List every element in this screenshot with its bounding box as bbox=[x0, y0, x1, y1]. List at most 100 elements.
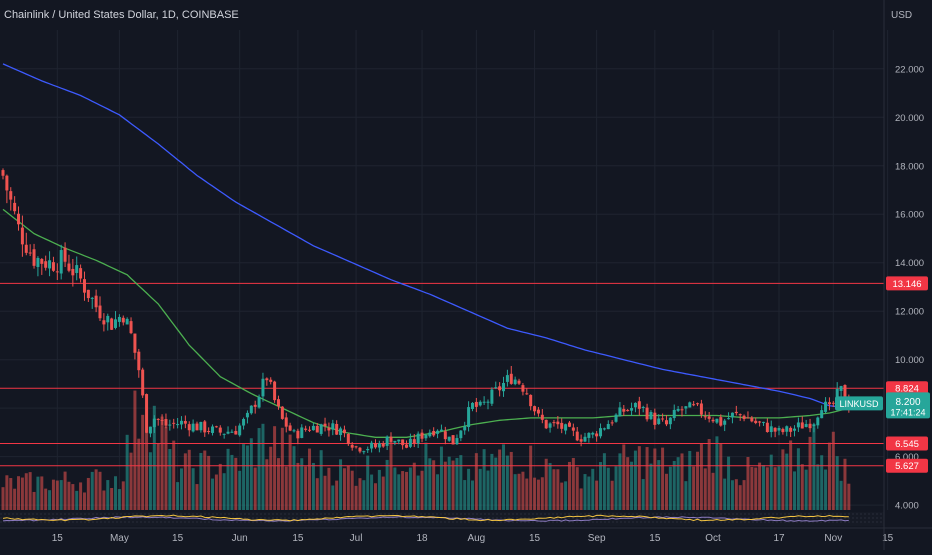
volume-bar bbox=[564, 481, 568, 510]
candle-body bbox=[843, 385, 847, 401]
candle-body bbox=[222, 433, 226, 435]
candle-body bbox=[723, 420, 727, 425]
volume-bar bbox=[168, 448, 172, 510]
volume-bar bbox=[90, 471, 94, 510]
candle-body bbox=[288, 425, 292, 431]
candle-body bbox=[451, 435, 455, 445]
oscillator-background bbox=[0, 512, 884, 526]
volume-bar bbox=[273, 426, 277, 510]
volume-bar bbox=[614, 466, 618, 510]
level-price-tag bbox=[886, 276, 928, 291]
candle-body bbox=[24, 244, 28, 253]
candle-body bbox=[505, 375, 509, 382]
volume-bar bbox=[730, 480, 734, 510]
volume-bar bbox=[498, 449, 502, 510]
candle-body bbox=[296, 430, 300, 439]
volume-bar bbox=[684, 481, 688, 510]
volume-bar bbox=[110, 487, 114, 510]
volume-bar bbox=[703, 468, 707, 510]
candle-body bbox=[800, 422, 804, 429]
candle-body bbox=[218, 427, 222, 433]
candle-body bbox=[637, 401, 641, 409]
candle-body bbox=[106, 315, 110, 323]
candle-body bbox=[82, 279, 86, 293]
volume-bar bbox=[599, 462, 603, 510]
volume-bar bbox=[323, 475, 327, 510]
volume-bar bbox=[630, 461, 634, 510]
volume-bar bbox=[800, 464, 804, 510]
volume-bar bbox=[420, 470, 424, 510]
x-tick-label: Sep bbox=[588, 533, 606, 544]
candle-body bbox=[1, 170, 5, 176]
candle-body bbox=[599, 428, 603, 437]
volume-bar bbox=[424, 442, 428, 510]
candle-body bbox=[125, 318, 129, 325]
volume-bar bbox=[366, 455, 370, 510]
volume-bar bbox=[447, 456, 451, 510]
candle-body bbox=[424, 434, 428, 439]
candle-body bbox=[494, 387, 498, 389]
volume-bar bbox=[234, 457, 238, 510]
volume-bar bbox=[474, 453, 478, 510]
candle-body bbox=[591, 432, 595, 435]
x-tick-label: Aug bbox=[467, 533, 485, 544]
volume-bar bbox=[257, 428, 261, 510]
volume-bar bbox=[482, 449, 486, 510]
candle-body bbox=[455, 438, 459, 445]
volume-bar bbox=[385, 459, 389, 510]
candle-body bbox=[696, 403, 700, 405]
candle-body bbox=[703, 416, 707, 418]
volume-bar bbox=[847, 483, 851, 510]
candle-body bbox=[253, 404, 257, 407]
candle-body bbox=[327, 427, 331, 431]
volume-bar bbox=[389, 439, 393, 510]
candle-body bbox=[626, 410, 630, 412]
candle-body bbox=[719, 417, 723, 426]
candle-body bbox=[540, 414, 544, 420]
candle-body bbox=[242, 418, 246, 426]
candle-body bbox=[754, 420, 758, 424]
candle-body bbox=[315, 425, 319, 433]
volume-bar bbox=[331, 485, 335, 510]
x-tick-label: Oct bbox=[705, 533, 721, 544]
volume-bar bbox=[55, 480, 59, 510]
candle-body bbox=[416, 433, 420, 444]
volume-bar bbox=[207, 455, 211, 510]
candle-body bbox=[436, 430, 440, 434]
volume-bar bbox=[44, 488, 48, 510]
volume-bar bbox=[152, 405, 156, 510]
candle-body bbox=[335, 423, 339, 435]
volume-bar bbox=[195, 484, 199, 510]
candle-body bbox=[544, 419, 548, 429]
y-tick-label: 12.000 bbox=[895, 307, 924, 318]
candle-body bbox=[249, 405, 253, 414]
candle-body bbox=[789, 427, 793, 432]
candle-body bbox=[816, 417, 820, 426]
price-tags: 13.146 8.824 6.545 5.627 LINKUSD 8.20017:41:2… bbox=[835, 276, 930, 473]
volume-bar bbox=[556, 469, 560, 510]
candle-body bbox=[102, 320, 106, 325]
candle-body bbox=[148, 426, 152, 434]
volume-bar bbox=[276, 458, 280, 510]
candle-body bbox=[498, 386, 502, 391]
volume-bar bbox=[211, 478, 215, 510]
volume-bar bbox=[393, 467, 397, 510]
candle-body bbox=[796, 422, 800, 428]
volume-bar bbox=[436, 474, 440, 510]
candle-body bbox=[110, 318, 114, 330]
oscillator-pane bbox=[0, 512, 884, 526]
candle-body bbox=[556, 421, 560, 425]
volume-bar bbox=[296, 462, 300, 510]
candle-body bbox=[742, 415, 746, 420]
volume-bar bbox=[711, 472, 715, 510]
volume-bar bbox=[591, 468, 595, 510]
candle-body bbox=[86, 289, 90, 299]
volume-bar bbox=[470, 480, 474, 510]
candle-body bbox=[245, 412, 249, 418]
volume-bar bbox=[626, 457, 630, 510]
candle-body bbox=[552, 422, 556, 424]
volume-bar bbox=[183, 453, 187, 510]
candle-body bbox=[230, 431, 234, 433]
